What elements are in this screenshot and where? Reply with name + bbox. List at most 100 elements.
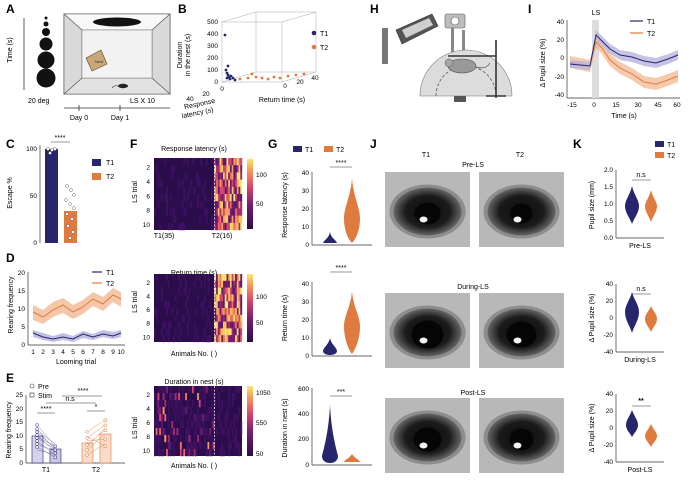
heatmap-cell — [235, 314, 238, 322]
heatmap-cell — [171, 421, 174, 429]
heatmap-cell — [159, 400, 162, 408]
heatmap-cell — [183, 222, 186, 231]
heatmap-cell — [229, 308, 232, 315]
heatmap-cell — [226, 179, 229, 187]
heatmap-cell — [190, 442, 193, 450]
heatmap-cell — [197, 421, 200, 429]
heatmap-cell — [223, 215, 225, 223]
heatmap-cell — [160, 421, 163, 429]
heatmap-cell — [155, 414, 158, 422]
panel-b-ylabel: Return time (s) — [259, 97, 305, 104]
heatmap-cell — [226, 280, 229, 288]
heatmap-cell — [216, 179, 219, 187]
heatmap-cell — [219, 407, 222, 415]
heatmap-cell — [228, 321, 231, 329]
heatmap-cell — [235, 287, 238, 295]
heatmap-cell — [212, 393, 215, 401]
panel-b-points — [223, 33, 306, 82]
heatmap-cell — [221, 314, 224, 322]
heatmap-cell — [160, 386, 163, 394]
heatmap-cell — [231, 215, 234, 223]
heatmap-cell — [204, 435, 206, 443]
heatmap-cell — [238, 165, 241, 173]
heatmap-cell — [231, 287, 234, 295]
heatmap-cell — [217, 294, 220, 302]
heatmap-cell — [205, 335, 208, 343]
heatmap-cell — [228, 158, 231, 166]
b-xtick: 40 — [186, 96, 194, 103]
heatmap-cell — [183, 186, 186, 195]
e-legend-stim: Stim — [38, 393, 52, 400]
heatmap-cell — [198, 428, 201, 436]
b-xtick: 0 — [220, 86, 224, 93]
heatmap-cell — [174, 435, 177, 443]
heatmap-cell — [236, 328, 239, 336]
heatmap-cell — [231, 179, 234, 187]
heatmap-cell — [214, 215, 217, 223]
f-yticks: 2 4 6 8 10 2 4 6 8 10 2 4 6 8 10 — [143, 165, 151, 456]
heatmap-cell — [154, 435, 156, 443]
heatmap-cell — [228, 280, 231, 288]
heatmap-cell — [226, 194, 229, 202]
f-ytick: 2 — [146, 280, 150, 287]
t2-point — [246, 76, 250, 80]
g2-sig: **** — [336, 265, 347, 272]
heatmap-cell — [157, 428, 160, 436]
heatmap-cell — [172, 335, 175, 343]
heatmap-cell — [205, 449, 208, 457]
g2-ytick: 30 — [302, 299, 310, 306]
heatmap-cell — [169, 393, 172, 401]
legend-t2-marker — [311, 44, 317, 50]
heatmap-cell — [202, 393, 205, 401]
g1-violin-t2 — [344, 178, 360, 243]
heatmap-cell — [233, 194, 236, 202]
heatmap-cell — [236, 172, 239, 180]
heatmap-cell — [224, 215, 227, 223]
heatmap-cell — [164, 301, 167, 309]
g1-ytick: 40 — [302, 170, 310, 177]
heatmap-cell — [166, 328, 169, 336]
heatmap-cell — [223, 201, 225, 209]
heatmap-cell — [166, 201, 169, 209]
heatmap-cell — [231, 400, 234, 408]
heatmap-cell — [235, 294, 238, 302]
heatmap-cell — [178, 335, 181, 343]
heatmap-cell — [166, 208, 169, 216]
heatmap-cell — [155, 274, 158, 281]
c-legend-t1: T1 — [106, 160, 114, 167]
e-ytick: 20 — [16, 406, 24, 413]
heatmap-cell — [221, 201, 224, 209]
heatmap-cell — [228, 208, 231, 216]
heatmap-cell — [214, 274, 217, 281]
heatmap-cell — [179, 435, 182, 443]
heatmap-cell — [216, 428, 219, 436]
heatmap-cell — [159, 449, 162, 457]
heatmap-cell — [172, 407, 175, 415]
t1-point — [224, 68, 228, 72]
heatmap-cell — [217, 414, 220, 422]
heatmap-cell — [172, 442, 175, 450]
heatmap-cell — [216, 165, 219, 173]
heatmap-cell — [224, 208, 227, 216]
heatmap-cell — [235, 414, 238, 422]
e-yticks: 0 5 10 15 20 25 — [16, 392, 24, 467]
heatmap-cell — [185, 301, 187, 309]
k1-violin-t2 — [645, 190, 657, 222]
heatmap-cell — [235, 158, 238, 166]
heatmap-cell — [157, 172, 160, 180]
d-t1-line — [32, 332, 122, 340]
heatmap-cell — [214, 165, 217, 173]
heatmap-cell — [233, 314, 236, 322]
heatmap-cell — [240, 201, 243, 209]
c-bar-t1 — [45, 149, 58, 243]
heatmap-cell — [235, 301, 238, 309]
heatmap-cell — [164, 435, 167, 443]
heatmap-cell — [172, 421, 175, 429]
f-ytick: 4 — [146, 179, 150, 186]
heatmap-cell — [214, 393, 217, 401]
heatmap-cell — [226, 428, 229, 436]
heatmap-cell — [195, 308, 198, 315]
heatmap-cell — [219, 215, 222, 223]
heatmap-cell — [207, 407, 210, 415]
heatmap-cell — [231, 208, 234, 216]
